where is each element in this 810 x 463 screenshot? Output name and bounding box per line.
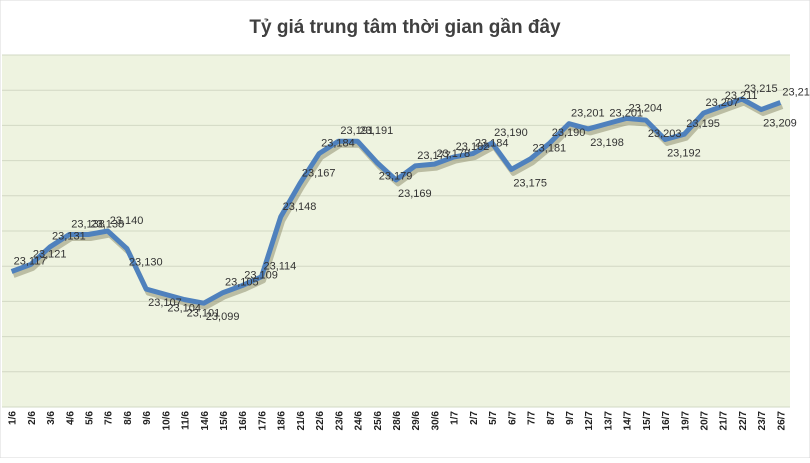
data-label: 23,191	[360, 125, 394, 137]
x-tick-label: 4/6	[65, 411, 76, 425]
line	[10, 96, 782, 306]
x-tick-label: 13/7	[603, 411, 614, 431]
data-label: 23,114	[263, 261, 296, 273]
x-tick-label: 26/7	[776, 411, 787, 431]
x-tick-label: 10/6	[161, 411, 172, 431]
x-tick-label: 7/6	[104, 411, 115, 425]
data-label: 23,181	[533, 143, 567, 155]
data-label: 23,099	[206, 311, 240, 323]
x-tick-label: 21/7	[719, 411, 730, 431]
x-tick-label: 14/7	[623, 411, 634, 431]
x-tick-label: 15/6	[219, 411, 230, 431]
data-label: 23,138	[90, 218, 124, 230]
data-label: 23,201	[609, 108, 643, 120]
x-tick-label: 5/7	[488, 411, 499, 425]
x-tick-label: 11/6	[181, 411, 192, 430]
data-label: 23,191	[340, 125, 374, 137]
data-label: 23,195	[686, 118, 720, 130]
data-label: 23,184	[475, 137, 509, 149]
data-label: 23,178	[436, 148, 470, 160]
x-tick-label: 14/6	[200, 411, 211, 431]
data-label: 23,213	[782, 86, 810, 98]
data-label: 23,169	[398, 188, 432, 200]
x-tick-label: 2/6	[27, 411, 38, 425]
chart-title: Tỷ giá trung tâm thời gian gần đây	[249, 17, 561, 38]
x-tick-label: 23/7	[757, 411, 768, 431]
x-tick-label: 20/7	[700, 411, 711, 431]
data-label: 23,138	[71, 218, 105, 230]
data-label: 23,190	[552, 127, 586, 139]
x-tick-label: 9/6	[142, 411, 153, 425]
data-label: 23,198	[590, 137, 624, 149]
x-tick-label: 15/7	[642, 411, 653, 431]
x-tick-label: 5/6	[84, 411, 95, 425]
data-label: 23,121	[33, 248, 67, 260]
data-label: 23,215	[744, 83, 778, 95]
x-tick-label: 7/7	[527, 411, 538, 425]
data-label: 23,167	[302, 167, 336, 179]
x-tick-label: 19/7	[680, 411, 691, 431]
x-tick-label: 17/6	[257, 411, 268, 431]
x-tick-label: 12/7	[584, 411, 595, 431]
data-label: 23,184	[321, 137, 355, 149]
x-tick-label: 8/6	[123, 411, 134, 425]
x-tick-label: 1/7	[450, 411, 461, 425]
x-tick-label: 1/6	[8, 411, 19, 425]
x-tick-label: 28/6	[392, 411, 403, 431]
x-tick-label: 21/6	[296, 411, 307, 431]
x-tick-label: 23/6	[334, 411, 345, 431]
data-label: 23,182	[456, 141, 490, 153]
data-label: 23,148	[283, 201, 317, 213]
x-tick-label: 6/7	[507, 411, 518, 425]
x-tick-label: 8/7	[546, 411, 557, 425]
x-tick-label: 2/7	[469, 411, 480, 425]
data-label: 23,190	[494, 127, 528, 139]
data-label: 23,204	[629, 102, 663, 114]
x-tick-label: 16/7	[661, 411, 672, 431]
data-label: 23,207	[706, 97, 740, 109]
data-label: 23,192	[667, 147, 701, 159]
x-tick-label: 9/7	[565, 411, 576, 425]
x-tick-label: 22/7	[738, 411, 749, 431]
data-label: 23,179	[379, 170, 413, 182]
data-label: 23,105	[225, 277, 259, 289]
data-label: 23,211	[725, 90, 758, 102]
data-label: 23,109	[244, 269, 278, 281]
data-label: 23,175	[513, 177, 547, 189]
data-label: 23,209	[763, 117, 797, 129]
x-tick-label: 3/6	[46, 411, 57, 425]
data-label: 23,201	[571, 108, 605, 120]
data-label: 23,131	[52, 231, 86, 243]
data-label: 23,177	[417, 150, 451, 162]
data-label: 23,107	[148, 297, 182, 309]
x-tick-label: 30/6	[430, 411, 441, 431]
x-tick-label: 16/6	[238, 411, 249, 431]
data-label: 23,140	[110, 215, 144, 227]
data-label: 23,101	[187, 308, 221, 320]
x-tick-label: 25/6	[373, 411, 384, 431]
x-tick-label: 24/6	[354, 411, 365, 431]
data-label: 23,117	[14, 255, 47, 267]
x-tick-label: 22/6	[315, 411, 326, 431]
x-tick-label: 29/6	[411, 411, 422, 431]
data-label: 23,203	[648, 128, 682, 140]
data-label: 23,104	[167, 302, 201, 314]
data-label: 23,130	[129, 257, 163, 269]
x-tick-label: 18/6	[277, 411, 288, 431]
